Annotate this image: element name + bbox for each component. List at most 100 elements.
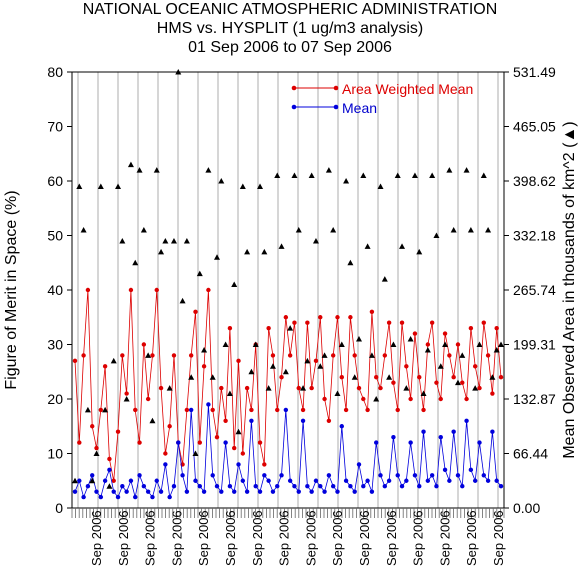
area-point [420, 390, 427, 397]
area-point [265, 385, 272, 391]
mean-point [107, 467, 112, 473]
awm-point [223, 418, 228, 423]
awm-point [171, 353, 177, 358]
area-point [381, 276, 388, 282]
awm-point [382, 353, 388, 358]
awm-point [434, 380, 439, 385]
mean-point [257, 489, 263, 494]
mean-point [374, 440, 379, 445]
mean-point [378, 473, 383, 478]
awm-point [460, 380, 465, 385]
mean-point [171, 484, 177, 489]
awm-point [111, 478, 116, 483]
mean-point [455, 473, 461, 478]
area-point [166, 385, 173, 391]
mean-point [206, 402, 211, 407]
area-point [459, 352, 466, 358]
area-point [119, 237, 126, 244]
area-point [274, 172, 281, 179]
awm-point [326, 418, 332, 423]
mean-point [326, 473, 332, 478]
area-point [351, 374, 358, 380]
x-tick-label: Sep 2006 [491, 510, 506, 566]
area-point [218, 178, 225, 184]
awm-point [322, 396, 327, 402]
y-right-tick-label: 398.62 [513, 173, 556, 189]
awm-point [442, 331, 448, 336]
area-point [343, 178, 350, 184]
mean-point [180, 473, 185, 478]
mean-point [494, 478, 499, 483]
area-point [205, 167, 212, 173]
legend-mean-label: Mean [342, 100, 377, 116]
area-point [424, 346, 431, 353]
awm-point [447, 353, 452, 358]
mean-point [391, 434, 396, 440]
mean-point [417, 484, 422, 489]
mean-point [404, 478, 409, 483]
awm-point [494, 325, 499, 331]
area-point [321, 352, 328, 358]
mean-point [154, 478, 159, 483]
mean-point [176, 440, 181, 445]
area-point [295, 227, 302, 233]
mean-point [292, 484, 297, 489]
area-point [304, 357, 311, 364]
mean-point [318, 484, 323, 489]
mean-point [279, 473, 284, 478]
area-point [485, 227, 492, 233]
awm-point [477, 385, 482, 391]
area-point [334, 390, 341, 397]
area-point [338, 341, 345, 347]
awm-point [124, 391, 129, 396]
mean-point [296, 489, 301, 494]
mean-point [145, 489, 151, 494]
awm-point [193, 309, 198, 314]
area-point [450, 227, 457, 233]
area-point [325, 167, 332, 173]
awm-point [378, 385, 383, 391]
area-point [179, 297, 186, 304]
awm-point [197, 440, 202, 445]
mean-point [382, 484, 388, 489]
mean-point [124, 489, 129, 494]
awm-point [369, 309, 375, 314]
awm-point [335, 315, 340, 320]
area-point [201, 346, 208, 353]
area-point [123, 396, 130, 402]
awm-point [468, 325, 474, 331]
legend-mean-dot-end [333, 104, 339, 110]
x-tick-label: Sep 2006 [250, 510, 265, 566]
x-tick-label: Sep 2006 [277, 510, 292, 566]
mean-point [352, 489, 357, 494]
area-point [377, 183, 384, 189]
area-point [411, 172, 418, 179]
area-point [140, 227, 147, 233]
awm-point [115, 429, 121, 434]
awm-point [438, 396, 443, 402]
mean-point [90, 473, 95, 478]
area-point [394, 172, 401, 179]
awm-point [292, 320, 297, 325]
awm-point [232, 445, 237, 451]
mean-point [98, 494, 104, 500]
awm-point [275, 407, 280, 413]
mean-point [219, 489, 224, 494]
area-point [102, 406, 109, 413]
mean-point [305, 484, 310, 489]
area-point [252, 341, 259, 347]
awm-point [257, 440, 263, 445]
area-point [127, 161, 134, 168]
mean-point [335, 489, 340, 494]
area-point [84, 406, 91, 413]
area-point [149, 417, 156, 424]
y-left-tick-label: 20 [47, 391, 63, 407]
mean-point [201, 489, 207, 494]
area-point [308, 172, 315, 179]
awm-point [150, 353, 155, 358]
mean-point [188, 407, 194, 413]
mean-point [223, 440, 228, 445]
x-tick-label: Sep 2006 [143, 510, 158, 566]
mean-point [434, 484, 439, 489]
mean-point [283, 407, 289, 413]
